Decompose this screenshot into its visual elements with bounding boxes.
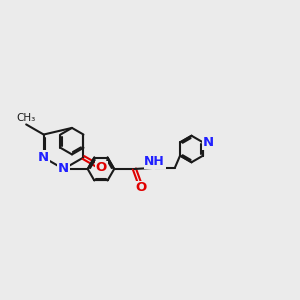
Text: N: N — [38, 151, 49, 164]
Text: O: O — [136, 181, 147, 194]
Text: N: N — [58, 163, 69, 176]
Text: CH₃: CH₃ — [16, 113, 36, 123]
Text: N: N — [203, 136, 214, 149]
Text: NH: NH — [144, 155, 165, 168]
Text: O: O — [96, 161, 107, 174]
